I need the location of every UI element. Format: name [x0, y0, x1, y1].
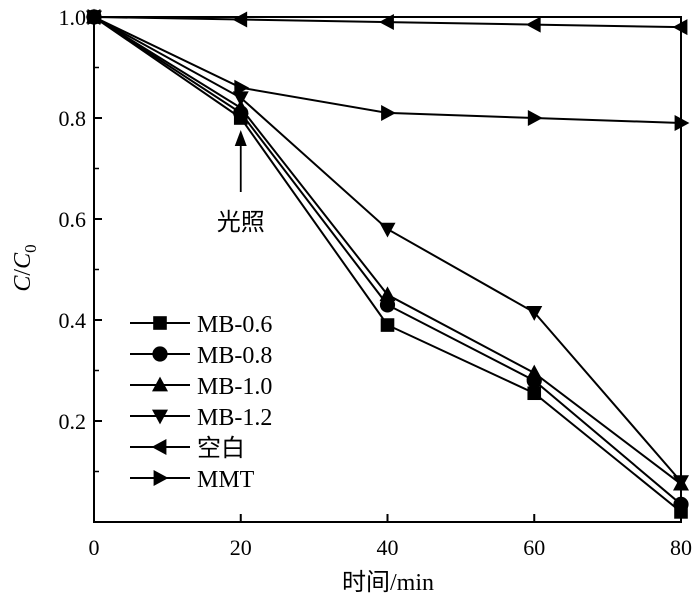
legend-entry: MB-0.8	[130, 343, 272, 369]
series-line	[93, 16, 682, 485]
data-point	[381, 104, 396, 121]
y-axis-title-main: C	[10, 275, 36, 292]
legend-entry: 空白	[130, 435, 245, 462]
data-point	[674, 115, 690, 132]
data-point	[232, 91, 249, 107]
data-point	[379, 286, 396, 302]
annotation-label: 光照	[217, 209, 265, 236]
annotation-arrow-head	[234, 130, 247, 146]
series-6	[87, 9, 690, 132]
data-point	[232, 11, 248, 28]
series-line	[93, 16, 682, 513]
legend-entry: MB-1.2	[130, 405, 272, 431]
y-tick-label: 1.0	[59, 5, 87, 30]
legend-marker	[151, 439, 167, 455]
x-tick-label: 20	[230, 535, 252, 560]
data-point	[380, 318, 395, 332]
data-point	[526, 306, 543, 321]
data-point	[379, 14, 394, 31]
legend-label: MMT	[197, 467, 255, 493]
legend-marker	[152, 409, 168, 425]
series-line	[93, 16, 682, 506]
series-3	[86, 8, 689, 491]
legend-label: 空白	[197, 435, 245, 462]
y-tick-label: 0.4	[59, 308, 87, 333]
series-4	[86, 10, 689, 490]
legend-marker	[153, 316, 167, 330]
series-line	[93, 16, 682, 483]
legend-label: MB-1.2	[197, 405, 272, 431]
data-point	[379, 222, 396, 238]
data-point	[525, 16, 541, 33]
series-layer	[85, 8, 690, 519]
data-point	[234, 79, 250, 96]
legend-marker	[153, 470, 169, 486]
legend: MB-0.6 MB-0.8 MB-1.0 MB-1.2 空白 MMT	[130, 312, 272, 493]
x-tick-label: 80	[670, 535, 692, 560]
legend-entry: MB-0.6	[130, 312, 272, 338]
data-point	[526, 364, 543, 380]
y-axis-title-subscript: 0	[21, 244, 40, 253]
y-axis-title-slash: /	[10, 269, 36, 276]
y-axis-title: C/C0	[10, 244, 40, 291]
legend-marker	[152, 346, 168, 362]
y-tick-label: 0.8	[59, 106, 87, 131]
legend-entry: MB-1.0	[130, 374, 272, 400]
x-tick-label: 60	[523, 535, 545, 560]
ticks: 0 20 40 60 80 0.2 0.4 0.6 0.8 1.0	[59, 5, 693, 560]
legend-marker	[152, 376, 168, 392]
series-1	[87, 10, 688, 519]
x-axis-title: 时间/min	[342, 569, 434, 596]
x-tick-label: 40	[377, 535, 399, 560]
legend-label: MB-1.0	[197, 374, 272, 400]
legend-entry: MMT	[130, 467, 255, 493]
data-point	[672, 19, 688, 36]
data-point	[673, 475, 689, 490]
legend-label: MB-0.6	[197, 312, 272, 338]
y-tick-label: 0.2	[59, 409, 87, 434]
y-tick-label: 0.6	[59, 207, 87, 232]
data-point	[527, 110, 543, 126]
data-point	[527, 386, 542, 401]
legend-label: MB-0.8	[197, 343, 272, 369]
x-tick-label: 0	[89, 535, 100, 560]
series-2	[86, 9, 689, 512]
data-point	[232, 99, 249, 115]
series-line	[93, 16, 682, 124]
series-5	[85, 9, 688, 36]
y-axis-title-main2: C	[10, 252, 36, 269]
data-point	[87, 9, 103, 25]
data-point	[673, 496, 689, 512]
annotation: 光照	[217, 130, 265, 236]
